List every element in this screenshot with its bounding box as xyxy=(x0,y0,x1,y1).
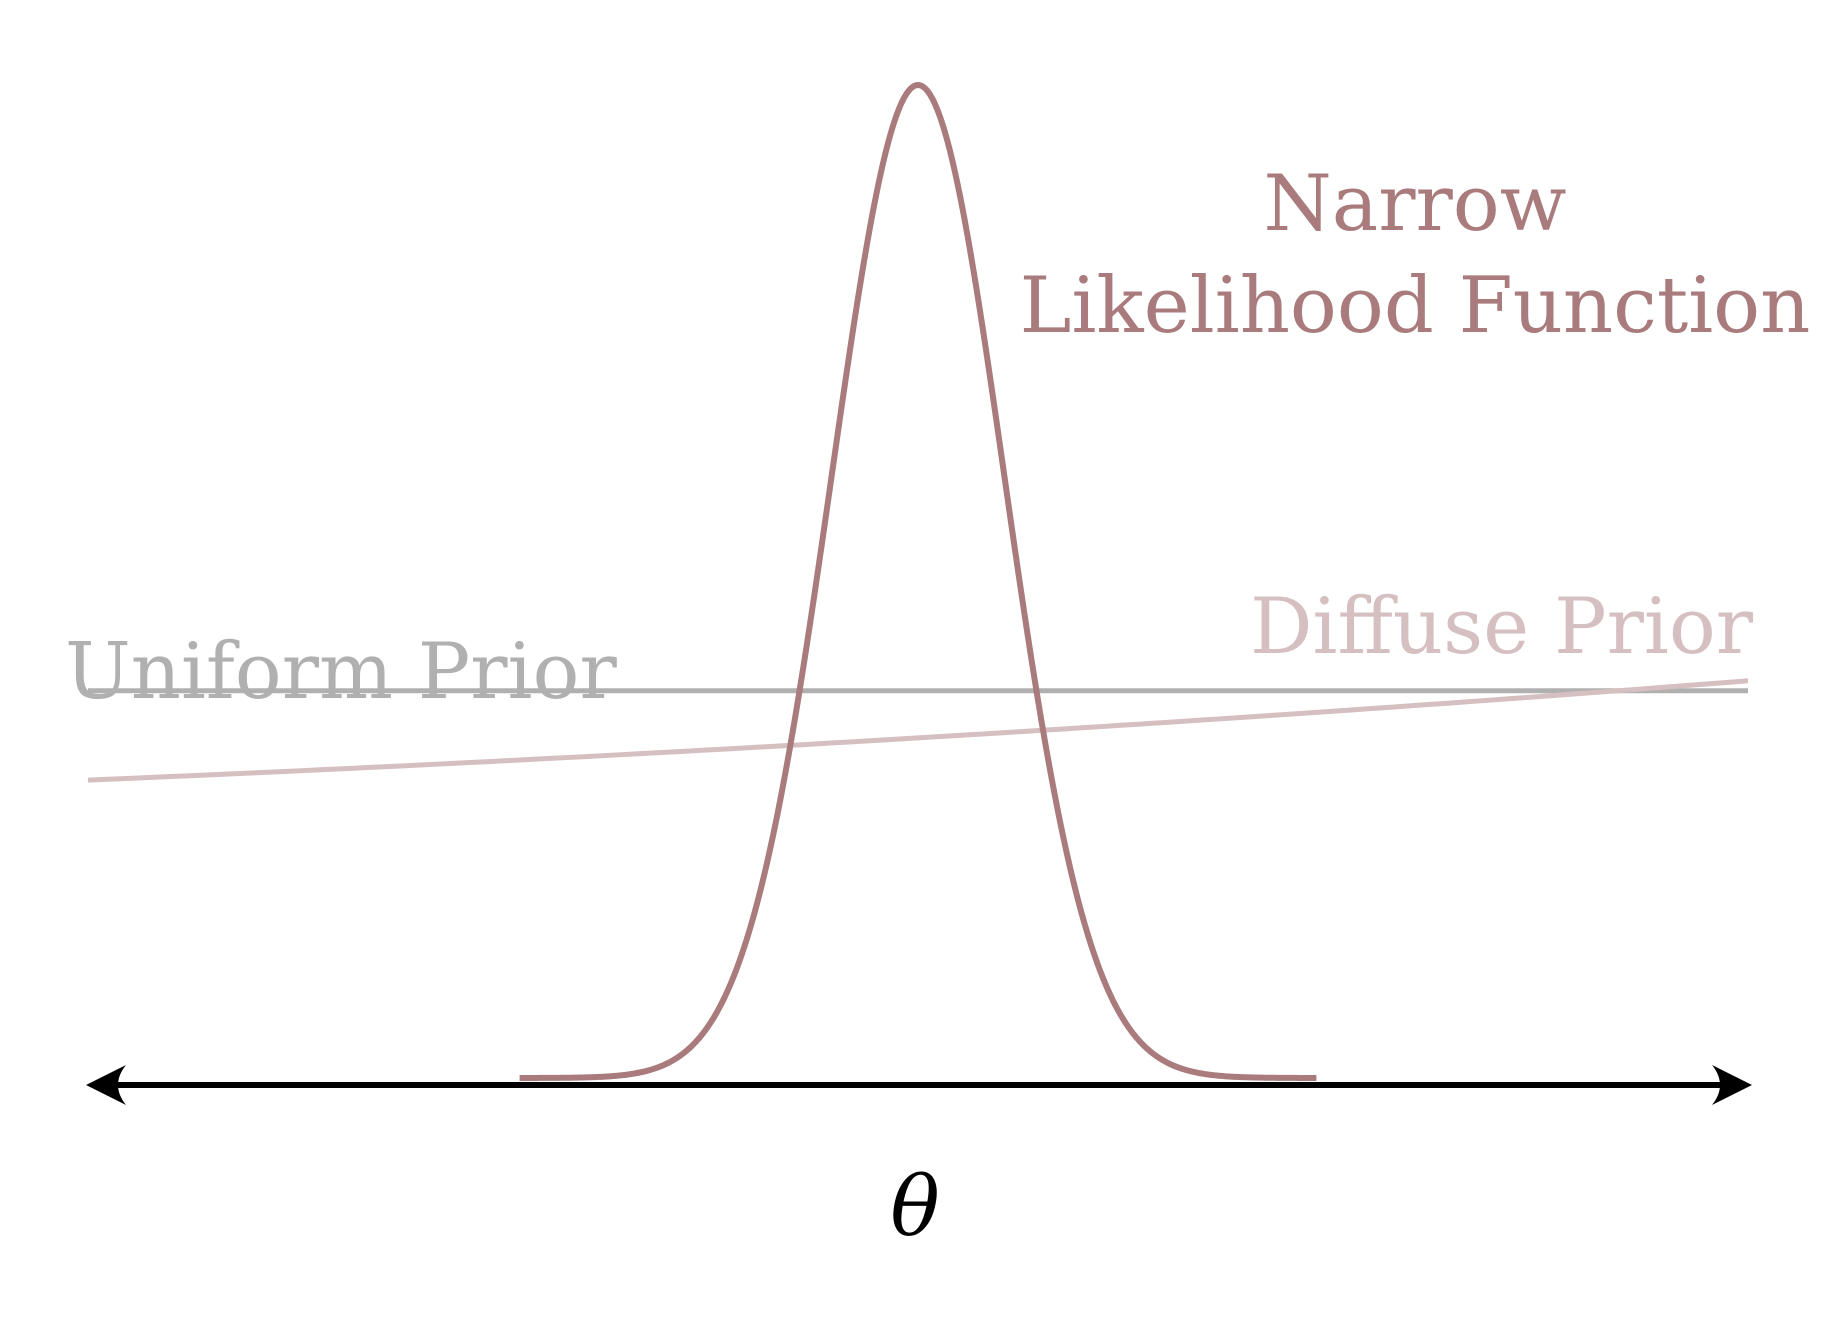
diffuse-prior-line xyxy=(87,678,1749,783)
diffuse-prior-label: Diffuse Prior xyxy=(1250,582,1754,672)
axis-arrow-left-icon xyxy=(86,1065,126,1105)
uniform-prior-label: Uniform Prior xyxy=(65,627,617,717)
likelihood-curve xyxy=(518,82,1318,1081)
axis-arrow-right-icon xyxy=(1712,1065,1752,1105)
theta-axis-label: θ xyxy=(890,1160,939,1255)
likelihood-label-line1: Narrow xyxy=(1263,159,1566,249)
likelihood-label-line2: Likelihood Function xyxy=(1020,261,1811,351)
